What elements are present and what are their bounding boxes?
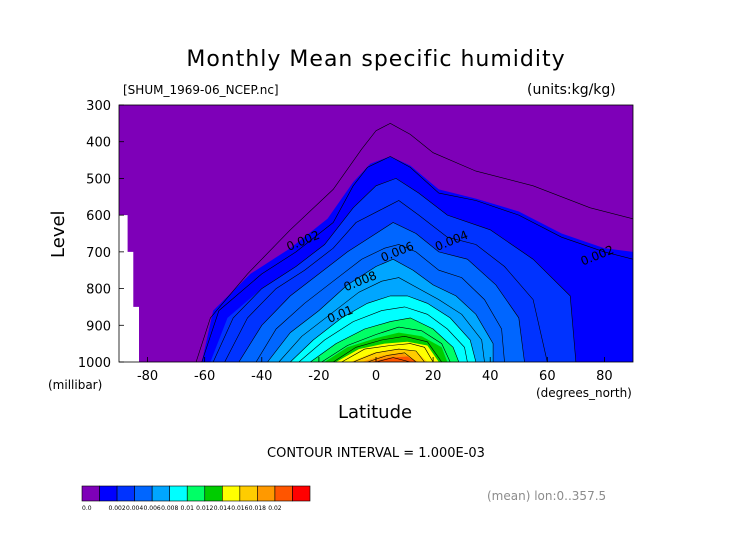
- y-axis-unit: (millibar): [48, 378, 103, 392]
- colorbar-tick-label: 0.016: [231, 505, 248, 512]
- x-tick-label: 80: [596, 369, 613, 384]
- chart-title: Monthly Mean specific humidity: [186, 47, 566, 72]
- x-axis-unit: (degrees_north): [536, 386, 632, 400]
- x-tick-label: 20: [425, 369, 442, 384]
- colorbar-tick-label: 0.02: [268, 505, 282, 512]
- colorbar-swatch: [292, 485, 311, 502]
- colorbar-tick-label: 0.014: [214, 505, 231, 512]
- colorbar-tick-label: 0.0: [82, 505, 92, 512]
- contour-line-13: [341, 343, 434, 362]
- contour-line-1: [201, 156, 633, 362]
- colorbar-swatch: [239, 485, 258, 502]
- contour-line-14: [353, 348, 425, 362]
- colorbar-tick-label: 0.006: [144, 505, 161, 512]
- colorbar-swatch: [186, 485, 206, 502]
- x-tick-label: 0: [372, 369, 380, 384]
- colorbar-swatch: [274, 485, 293, 502]
- colorbar-swatch: [222, 485, 241, 502]
- colorbar-tick-label: 0.01: [181, 505, 195, 512]
- colorbar-swatch: [151, 485, 170, 502]
- y-tick-label: 300: [86, 99, 111, 114]
- colorbar-swatch: [204, 485, 223, 502]
- contour-line-9: [298, 306, 468, 362]
- colorbar-swatch: [99, 485, 118, 502]
- file-label: [SHUM_1969-06_NCEP.nc]: [123, 83, 279, 97]
- y-tick-label: 600: [86, 209, 111, 224]
- x-tick-label: -60: [194, 369, 215, 384]
- contour-line-10: [310, 317, 460, 362]
- x-tick-label: -20: [308, 369, 329, 384]
- y-tick-label: 900: [86, 319, 111, 334]
- colorbar-tick-label: 0.004: [126, 505, 143, 512]
- plot-area: [119, 105, 633, 362]
- colorbar-swatch: [134, 485, 153, 502]
- colorbar-tick-label: 0.018: [249, 505, 266, 512]
- contour-interval-text: CONTOUR INTERVAL = 1.000E-03: [267, 446, 485, 461]
- contour-line-15: [367, 352, 417, 362]
- contour-line-7: [278, 277, 485, 362]
- colorbar-tick-label: 0.008: [161, 505, 178, 512]
- contour-line-5: [255, 244, 505, 362]
- colorbar-swatch: [81, 485, 100, 502]
- averaging-footnote: (mean) lon:0..357.5: [487, 489, 607, 503]
- contour-line-16: [375, 357, 411, 362]
- contour-line-3: [224, 200, 548, 362]
- y-tick-label: 700: [86, 246, 111, 261]
- contour-line-2: [212, 178, 577, 362]
- contour-line-0: [195, 123, 633, 362]
- units-label: (units:kg/kg): [527, 82, 616, 98]
- x-tick-label: 40: [482, 369, 499, 384]
- y-tick-label: 800: [86, 283, 111, 298]
- colorbar-swatch: [169, 485, 188, 502]
- colorbar-swatch: [116, 485, 135, 502]
- y-tick-label: 400: [86, 136, 111, 151]
- y-tick-label: 500: [86, 172, 111, 187]
- x-tick-label: -80: [137, 369, 158, 384]
- contour-line-8: [290, 295, 477, 362]
- contour-line-11: [321, 326, 451, 362]
- x-axis-title: Latitude: [338, 402, 413, 423]
- contour-line-4: [238, 222, 525, 362]
- colorbar-tick-label: 0.002: [108, 505, 125, 512]
- x-tick-label: -40: [251, 369, 272, 384]
- y-axis-title: Level: [48, 210, 69, 258]
- y-tick-label: 1000: [78, 356, 111, 371]
- contour-line-12: [333, 335, 442, 362]
- x-tick-label: 60: [539, 369, 556, 384]
- colorbar-tick-label: 0.012: [196, 505, 213, 512]
- colorbar-swatch: [257, 485, 276, 502]
- contour-line-6: [267, 258, 494, 362]
